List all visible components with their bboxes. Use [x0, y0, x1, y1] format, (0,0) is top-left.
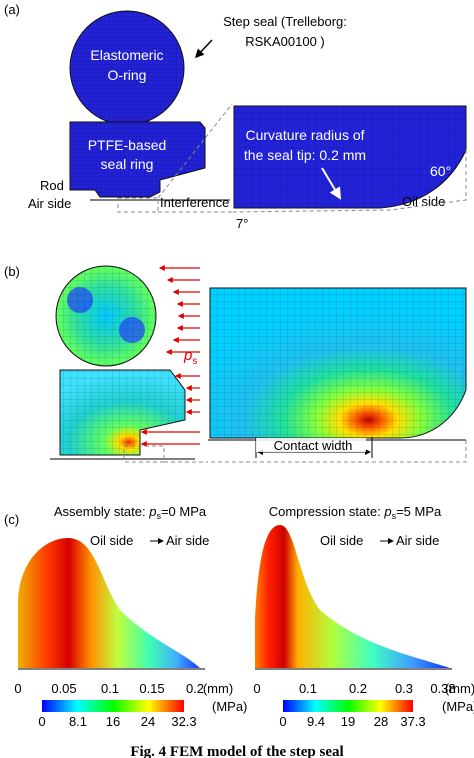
angle-label: 60° — [430, 163, 451, 179]
ring-label: seal ring — [101, 156, 154, 172]
direction: Oil side — [90, 533, 133, 548]
pressure-label: ps — [183, 347, 197, 367]
x-tick-label: 0.1 — [101, 681, 119, 696]
curvature-label: the seal tip: 0.2 mm — [244, 147, 366, 163]
direction: Air side — [396, 533, 439, 548]
colorbar-unit: (MPa) — [212, 699, 247, 714]
symbol: p — [183, 347, 192, 364]
panel-c: (c) Assembly state: ps=0 MPa Compression… — [4, 504, 474, 729]
air-side-label: Air side — [28, 196, 71, 211]
x-unit: (mm) — [445, 681, 474, 696]
direction: Oil side — [320, 533, 363, 548]
colorbar-tick-label: 32.3 — [171, 714, 196, 729]
colorbar — [42, 700, 184, 712]
panel-label: (c) — [4, 512, 19, 527]
colorbar-tick-label: 0 — [279, 714, 286, 729]
rod-label: Rod — [40, 178, 64, 193]
colorbar-tick-label: 9.4 — [307, 714, 325, 729]
colorbar-tick-label: 37.3 — [400, 714, 425, 729]
x-tick-label: 0.1 — [299, 681, 317, 696]
contact-width-label: Contact width — [274, 438, 353, 453]
colorbar-tick-label: 16 — [106, 714, 120, 729]
angle-label: 7° — [236, 216, 248, 231]
x-tick-label: 0.15 — [139, 681, 164, 696]
curvature-label: Curvature radius of — [245, 127, 364, 143]
colorbar-tick-label: 24 — [141, 714, 155, 729]
oring-label: Elastomeric — [90, 47, 163, 63]
interference-label: Interference — [160, 195, 229, 210]
symbol: p — [383, 504, 391, 519]
state-title: Compression state: ps=5 MPa — [269, 504, 442, 521]
state-title: Assembly state: ps=0 MPa — [54, 504, 207, 521]
mesh — [70, 11, 184, 125]
x-tick-label: 0.2 — [186, 681, 204, 696]
colorbar-tick-label: 8.1 — [69, 714, 87, 729]
label-bg — [256, 438, 366, 452]
x-tick-label: 0.38 — [430, 681, 455, 696]
callout: RSKA00100 ) — [245, 34, 325, 49]
mesh — [210, 288, 466, 438]
symbol: p — [148, 504, 156, 519]
oring-label: O-ring — [108, 67, 147, 83]
colorbar-tick-label: 0 — [38, 714, 45, 729]
arrow — [194, 39, 213, 59]
subscript: s — [392, 511, 397, 521]
panel-label: (b) — [4, 264, 20, 279]
x-tick-label: 0 — [253, 681, 260, 696]
oil-side-label: Oil side — [402, 194, 445, 209]
pressure-distribution — [255, 525, 450, 668]
pressure-distribution — [18, 538, 200, 668]
ring-label: PTFE-based — [88, 137, 167, 153]
mesh — [56, 266, 156, 366]
panel-a: (a) Elastomeric O-ring Step seal (Trelle… — [4, 2, 467, 231]
x-tick-label: 0.3 — [395, 681, 413, 696]
x-unit: (mm) — [203, 681, 233, 696]
callout: Step seal (Trelleborg: — [223, 14, 347, 29]
pressure-arrows — [140, 265, 200, 447]
text: =5 MPa — [396, 504, 442, 519]
x-tick-label: 0.2 — [349, 681, 367, 696]
panel-b: (b) ps Contact width — [4, 264, 467, 463]
mesh — [60, 370, 185, 455]
zoom-lines — [157, 103, 233, 213]
colorbar — [283, 700, 413, 712]
zoom-box — [117, 197, 159, 213]
colorbar-tick-label: 28 — [374, 714, 388, 729]
direction: Air side — [166, 533, 209, 548]
panel-label: (a) — [4, 2, 20, 17]
mesh — [234, 106, 466, 208]
x-tick-label: 0.05 — [51, 681, 76, 696]
text: Assembly state: — [54, 504, 149, 519]
caption: Fig. 4 FEM model of the step seal — [130, 744, 343, 758]
dashed-guide — [231, 150, 467, 213]
dashed-guide — [164, 440, 467, 463]
mesh — [70, 122, 205, 197]
subscript: s — [192, 356, 197, 367]
x-tick-label: 0 — [14, 681, 21, 696]
text: =0 MPa — [161, 504, 207, 519]
colorbar-unit: (MPa) — [442, 699, 474, 714]
arrow — [321, 167, 342, 200]
subscript: s — [156, 511, 161, 521]
colorbar-tick-label: 19 — [341, 714, 355, 729]
text: Compression state: — [269, 504, 385, 519]
tick-labels: 0 0.05 0.1 0.15 0.2(mm)0 8.1 16 24 32.3(MPa)0 0.1… — [14, 681, 474, 729]
